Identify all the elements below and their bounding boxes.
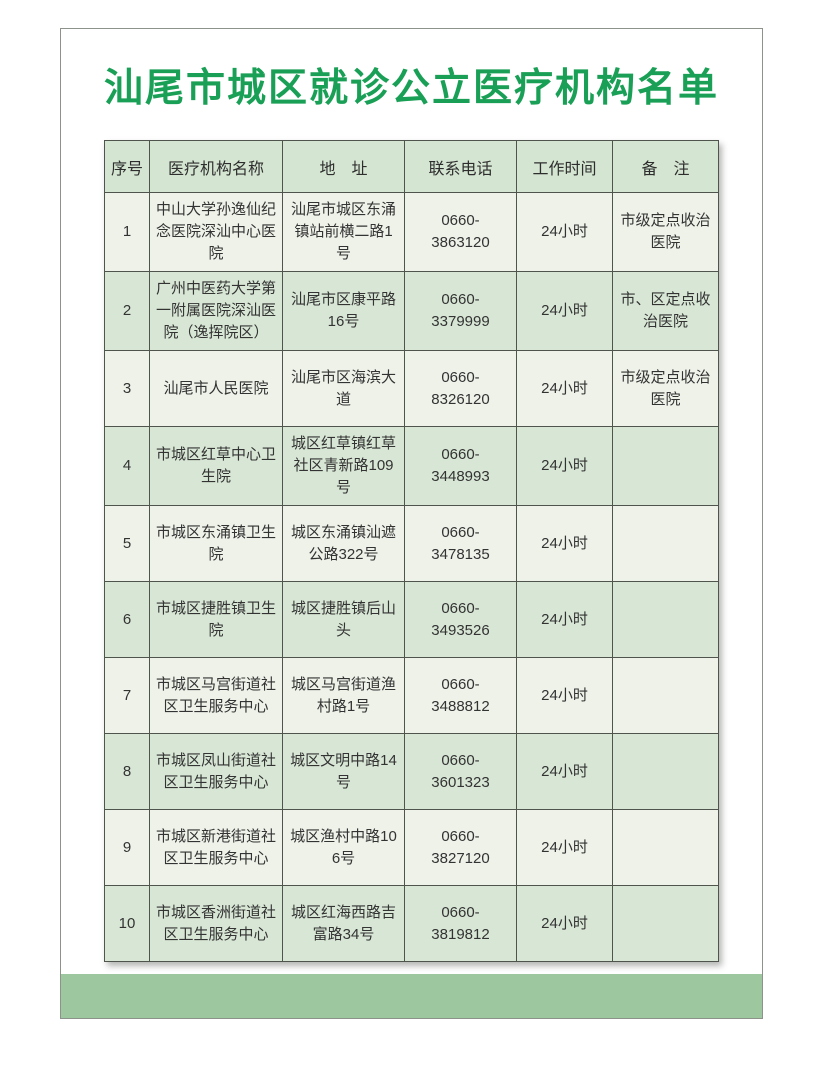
institution-phone: 0660- 3478135 <box>404 505 517 582</box>
table-row: 2 广州中医药大学第一附属医院深汕医院（逸挥院区） 汕尾市区康平路16号 066… <box>104 271 719 351</box>
institution-phone: 0660- 3493526 <box>404 581 517 658</box>
institution-address: 汕尾市区康平路16号 <box>282 271 405 351</box>
institution-address: 城区东涌镇汕遮公路322号 <box>282 505 405 582</box>
institution-name: 市城区香洲街道社区卫生服务中心 <box>149 885 283 962</box>
institution-name: 广州中医药大学第一附属医院深汕医院（逸挥院区） <box>149 271 283 351</box>
notice-card: 汕尾市城区就诊公立医疗机构名单 序号 医疗机构名称 地 址 联系电话 工作时间 … <box>60 28 763 1019</box>
table-row: 1 中山大学孙逸仙纪念医院深汕中心医院 汕尾市城区东涌镇站前横二路1号 0660… <box>104 192 719 272</box>
remark <box>612 505 719 582</box>
institution-phone: 0660- 8326120 <box>404 350 517 427</box>
footer-green-band <box>61 974 762 1018</box>
remarks-column-header: 备 注 <box>612 140 719 193</box>
institution-phone: 0660- 3448993 <box>404 426 517 506</box>
row-number: 8 <box>104 733 150 810</box>
remark: 市级定点收治医院 <box>612 192 719 272</box>
remark <box>612 426 719 506</box>
institution-address: 城区捷胜镇后山头 <box>282 581 405 658</box>
working-hours: 24小时 <box>516 350 613 427</box>
table-row: 4 市城区红草中心卫生院 城区红草镇红草社区青新路109号 0660- 3448… <box>104 426 719 506</box>
table-row: 6 市城区捷胜镇卫生院 城区捷胜镇后山头 0660- 3493526 24小时 <box>104 581 719 658</box>
institution-name: 市城区捷胜镇卫生院 <box>149 581 283 658</box>
table-header-row: 序号 医疗机构名称 地 址 联系电话 工作时间 备 注 <box>104 140 719 193</box>
row-number: 1 <box>104 192 150 272</box>
institution-phone: 0660- 3827120 <box>404 809 517 886</box>
institution-address: 城区马宫街道渔村路1号 <box>282 657 405 734</box>
remark <box>612 581 719 658</box>
remark <box>612 885 719 962</box>
table-row: 7 市城区马宫街道社区卫生服务中心 城区马宫街道渔村路1号 0660- 3488… <box>104 657 719 734</box>
serial-column-header: 序号 <box>104 140 150 193</box>
working-hours: 24小时 <box>516 581 613 658</box>
institution-address: 城区渔村中路106号 <box>282 809 405 886</box>
institutions-table: 序号 医疗机构名称 地 址 联系电话 工作时间 备 注 1 中山大学孙逸仙纪念医… <box>104 140 719 962</box>
institution-name: 市城区东涌镇卫生院 <box>149 505 283 582</box>
working-hours: 24小时 <box>516 271 613 351</box>
institution-address: 城区文明中路14号 <box>282 733 405 810</box>
institution-name: 中山大学孙逸仙纪念医院深汕中心医院 <box>149 192 283 272</box>
institution-name: 市城区红草中心卫生院 <box>149 426 283 506</box>
institution-address: 汕尾市城区东涌镇站前横二路1号 <box>282 192 405 272</box>
institution-name: 汕尾市人民医院 <box>149 350 283 427</box>
working-hours: 24小时 <box>516 733 613 810</box>
institution-address: 城区红海西路吉富路34号 <box>282 885 405 962</box>
row-number: 7 <box>104 657 150 734</box>
row-number: 6 <box>104 581 150 658</box>
row-number: 4 <box>104 426 150 506</box>
remark: 市、区定点收治医院 <box>612 271 719 351</box>
institution-name: 市城区马宫街道社区卫生服务中心 <box>149 657 283 734</box>
institution-phone: 0660- 3601323 <box>404 733 517 810</box>
name-column-header: 医疗机构名称 <box>149 140 283 193</box>
working-hours: 24小时 <box>516 505 613 582</box>
institution-phone: 0660- 3819812 <box>404 885 517 962</box>
remark <box>612 809 719 886</box>
working-hours: 24小时 <box>516 885 613 962</box>
phone-column-header: 联系电话 <box>404 140 517 193</box>
table-row: 10 市城区香洲街道社区卫生服务中心 城区红海西路吉富路34号 0660- 38… <box>104 885 719 962</box>
institution-name: 市城区新港街道社区卫生服务中心 <box>149 809 283 886</box>
row-number: 9 <box>104 809 150 886</box>
institution-name: 市城区凤山街道社区卫生服务中心 <box>149 733 283 810</box>
table-row: 5 市城区东涌镇卫生院 城区东涌镇汕遮公路322号 0660- 3478135 … <box>104 505 719 582</box>
institution-address: 城区红草镇红草社区青新路109号 <box>282 426 405 506</box>
page-title: 汕尾市城区就诊公立医疗机构名单 <box>103 67 719 110</box>
row-number: 5 <box>104 505 150 582</box>
remark <box>612 733 719 810</box>
row-number: 2 <box>104 271 150 351</box>
working-hours: 24小时 <box>516 809 613 886</box>
table-row: 9 市城区新港街道社区卫生服务中心 城区渔村中路106号 0660- 38271… <box>104 809 719 886</box>
row-number: 10 <box>104 885 150 962</box>
institution-phone: 0660- 3863120 <box>404 192 517 272</box>
institution-phone: 0660- 3379999 <box>404 271 517 351</box>
institution-phone: 0660- 3488812 <box>404 657 517 734</box>
working-hours: 24小时 <box>516 192 613 272</box>
institution-address: 汕尾市区海滨大道 <box>282 350 405 427</box>
address-column-header: 地 址 <box>282 140 405 193</box>
remark: 市级定点收治医院 <box>612 350 719 427</box>
remark <box>612 657 719 734</box>
hours-column-header: 工作时间 <box>516 140 613 193</box>
table-row: 8 市城区凤山街道社区卫生服务中心 城区文明中路14号 0660- 360132… <box>104 733 719 810</box>
working-hours: 24小时 <box>516 426 613 506</box>
table-row: 3 汕尾市人民医院 汕尾市区海滨大道 0660- 8326120 24小时 市级… <box>104 350 719 427</box>
row-number: 3 <box>104 350 150 427</box>
working-hours: 24小时 <box>516 657 613 734</box>
